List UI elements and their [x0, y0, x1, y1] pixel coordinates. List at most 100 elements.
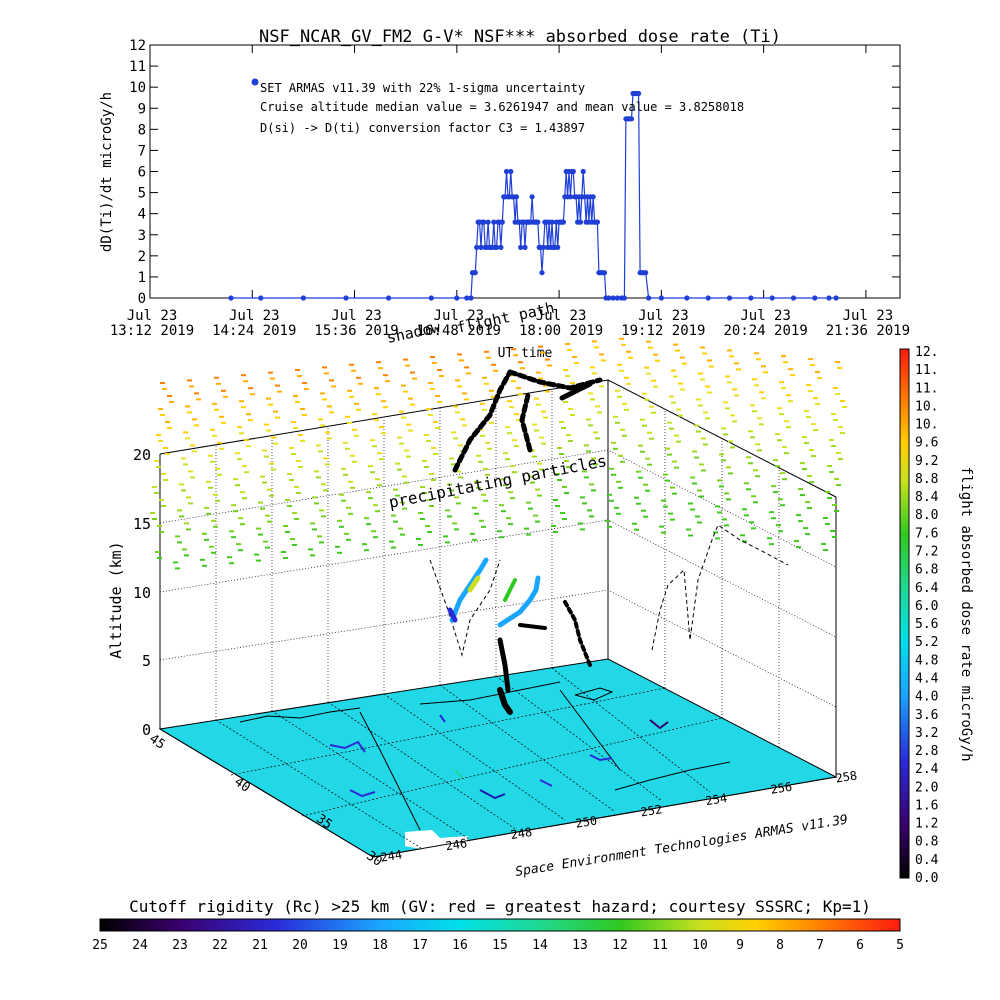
- dose-dash: [192, 450, 197, 453]
- dose-colorbar-tick-label: 10.: [915, 399, 938, 414]
- dose-dash: [424, 466, 429, 468]
- dose-dash: [248, 387, 253, 390]
- dose-dash: [700, 346, 705, 349]
- dose-dash: [242, 497, 247, 500]
- dose-dash: [727, 381, 732, 384]
- dose-dash: [671, 369, 676, 372]
- dose-dash: [287, 473, 292, 475]
- dose-dash: [831, 445, 836, 447]
- dose-dash: [162, 388, 167, 390]
- dose-dash: [435, 395, 440, 397]
- dose-dash: [391, 546, 396, 549]
- dose-rate-point: [474, 244, 480, 250]
- dose-dash: [297, 375, 302, 377]
- dose-dash: [503, 484, 508, 487]
- altitude-axis-label: Altitude (km): [107, 541, 125, 658]
- dose-dash: [672, 492, 677, 495]
- dose-dash: [346, 538, 351, 541]
- dose-dash: [727, 349, 732, 352]
- dose-dash: [754, 384, 759, 387]
- dose-dash: [294, 518, 299, 520]
- dose-dash: [568, 408, 573, 410]
- dose-dash: [518, 361, 523, 364]
- dose-dash: [458, 476, 463, 479]
- dose-dash: [545, 358, 550, 361]
- dose-dash: [327, 405, 332, 408]
- dose-dash: [267, 488, 272, 491]
- dose-dash: [393, 488, 398, 491]
- dose-dash: [836, 452, 841, 454]
- dose-dash: [404, 481, 409, 484]
- dose-dash: [829, 439, 834, 441]
- dose-dash: [310, 554, 315, 557]
- dose-dash: [615, 389, 620, 392]
- dose-dash: [647, 431, 652, 434]
- dose-dash: [786, 394, 791, 397]
- dose-dash: [572, 356, 577, 358]
- dose-dash: [672, 460, 677, 463]
- dose-dash: [462, 424, 467, 427]
- dose-dash: [265, 514, 270, 517]
- dose-dash: [479, 519, 484, 522]
- dose-dash: [613, 447, 618, 450]
- altitude-tick-label: 20: [133, 446, 151, 464]
- dose-dash: [726, 498, 731, 501]
- dose-rate-point: [594, 219, 601, 225]
- dose-dash: [755, 443, 760, 446]
- dose-dash: [541, 442, 546, 445]
- latitude-tick-label: 30: [363, 848, 384, 869]
- dose-dash: [349, 395, 354, 398]
- dose-dash: [566, 434, 571, 436]
- dose-dash: [539, 436, 544, 439]
- dose-dash: [516, 387, 521, 390]
- dose-dash: [241, 374, 246, 377]
- top-x-tick-time: 21:36 2019: [826, 323, 910, 339]
- dose-dash: [289, 447, 294, 449]
- dose-dash: [217, 441, 222, 444]
- dose-dash: [285, 531, 290, 533]
- dose-dash: [347, 421, 352, 424]
- dose-dash: [175, 567, 180, 570]
- dose-dash: [642, 392, 647, 395]
- dose-dash: [184, 522, 189, 525]
- dose-rate-point: [508, 168, 514, 175]
- dose-dash: [219, 447, 224, 450]
- dose-rate-point: [258, 295, 264, 301]
- dose-dash: [803, 527, 808, 530]
- dose-rate-point: [610, 295, 616, 301]
- dose-dash: [555, 473, 560, 475]
- dose-dash: [827, 465, 832, 467]
- dose-dash: [651, 411, 656, 414]
- dose-dash: [298, 466, 303, 468]
- dose-dash: [256, 527, 261, 530]
- dose-colorbar-ticks: 0.0 0.4 0.8 1.2 1.6 2.0 2.4 2.8 3.2 3.6 4.0 4.4 4.8 5…: [915, 345, 939, 886]
- dose-dash: [183, 431, 188, 434]
- dose-dash: [356, 376, 361, 379]
- dose-dash: [371, 530, 376, 533]
- dose-dash: [752, 378, 757, 381]
- dose-colorbar-tick-label: 11.: [915, 381, 938, 396]
- dose-rate-point: [826, 295, 832, 301]
- dose-dash: [399, 442, 404, 445]
- dose-dash: [694, 424, 699, 427]
- ground-boundaries: [239, 681, 731, 831]
- dose-dash: [161, 505, 166, 507]
- dose-dash: [268, 403, 273, 406]
- dose-colorbar-tick-label: 9.2: [915, 454, 938, 469]
- rigidity-colorbar-tick-label: 17: [412, 938, 428, 953]
- dose-rate-point: [658, 295, 665, 301]
- dose-dash: [395, 462, 400, 465]
- dose-dash: [476, 486, 481, 489]
- dose-dash: [553, 531, 558, 533]
- dose-dash: [212, 434, 217, 437]
- dose-dash: [717, 479, 722, 482]
- dose-dash: [732, 388, 737, 391]
- dose-dash: [345, 415, 350, 418]
- dose-dash: [229, 530, 234, 533]
- dose-dash: [690, 476, 695, 479]
- dose-dash: [221, 389, 226, 392]
- dose-dash: [796, 514, 801, 517]
- dose-dash: [699, 495, 704, 498]
- dose-dash: [455, 411, 460, 414]
- dose-dash: [823, 549, 828, 551]
